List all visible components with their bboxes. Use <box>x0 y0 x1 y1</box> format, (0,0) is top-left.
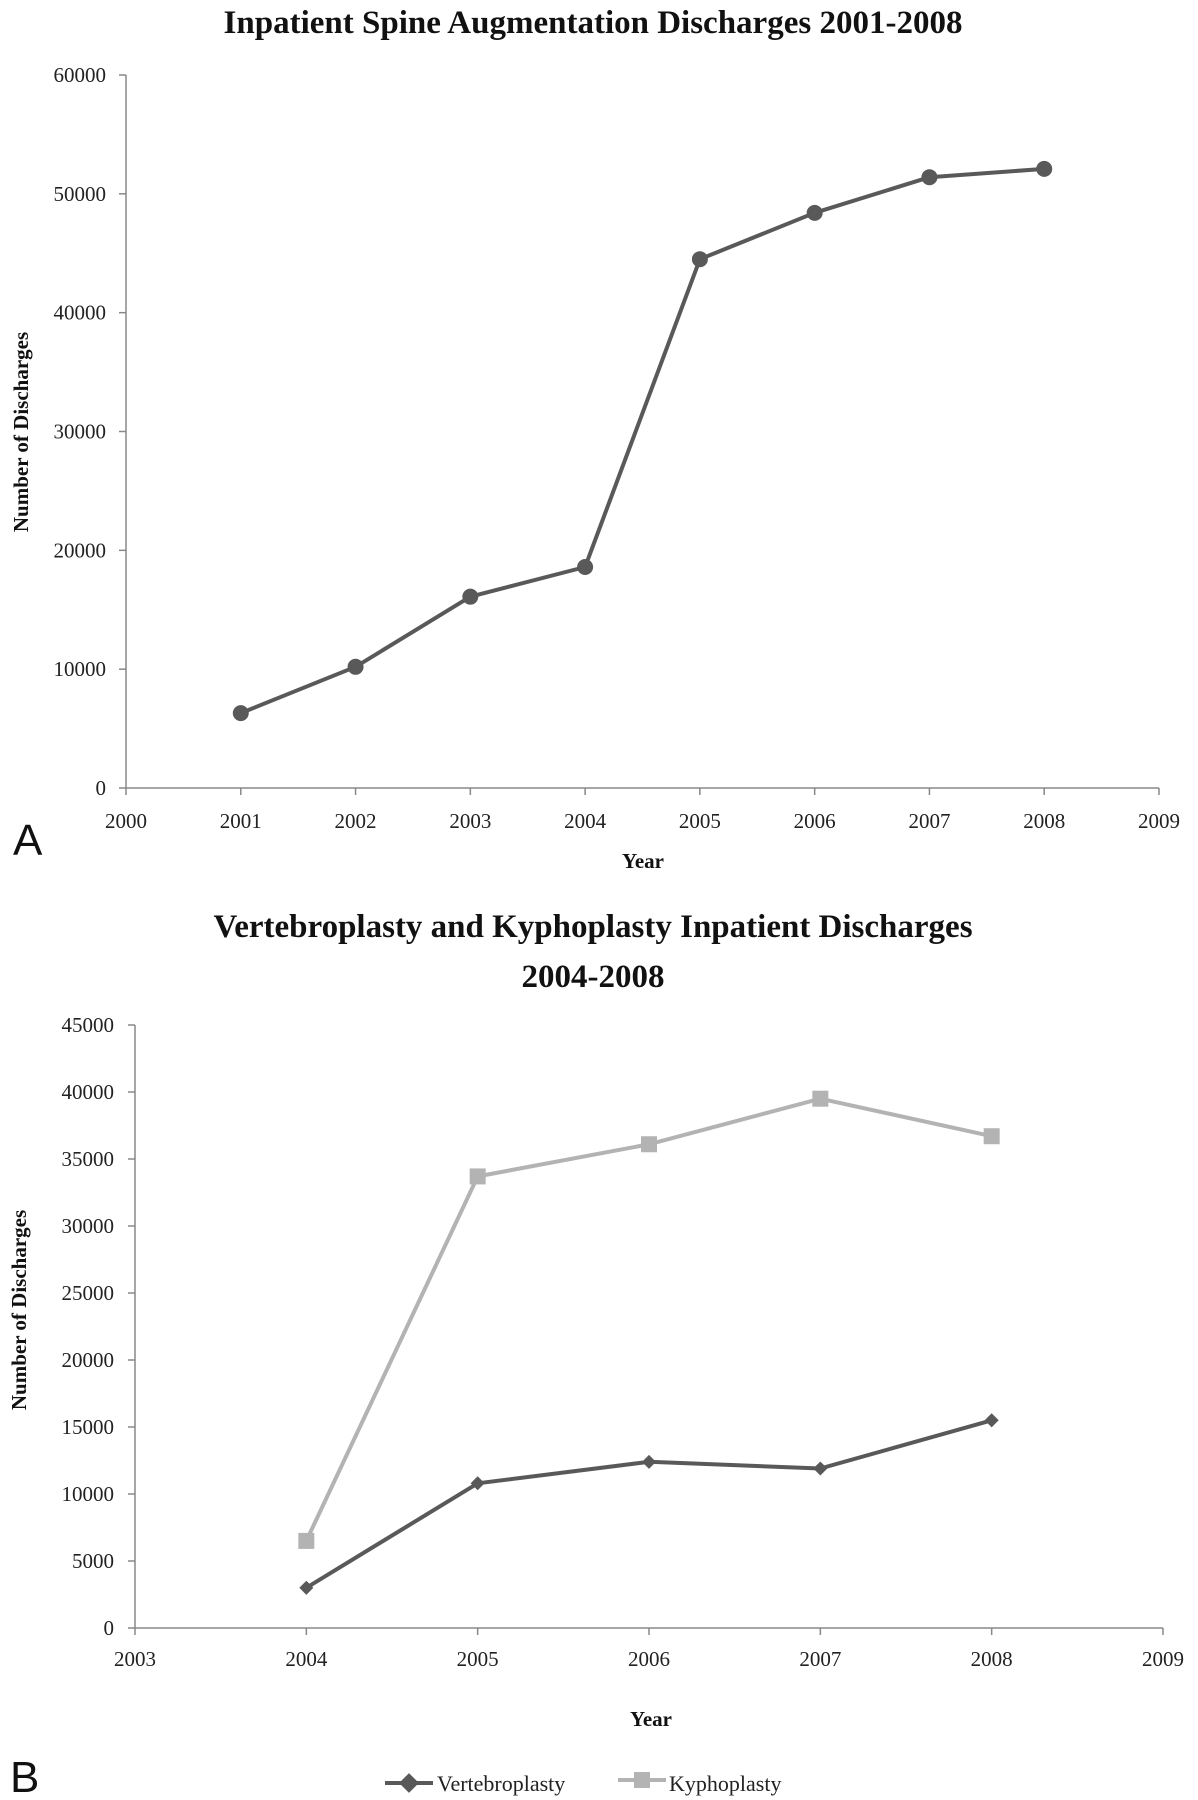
data-point-series-0 <box>806 204 823 221</box>
y-tick-label: 30000 <box>54 420 107 444</box>
x-tick-label: 2007 <box>799 1647 841 1671</box>
data-point-kyphoplasty <box>298 1532 315 1549</box>
y-tick-label: 15000 <box>62 1415 115 1439</box>
x-tick-label: 2006 <box>794 809 836 833</box>
data-point-kyphoplasty <box>983 1128 1000 1145</box>
x-tick-label: 2001 <box>220 809 262 833</box>
data-point-series-0 <box>691 251 708 268</box>
legend-vertebroplasty-label: Vertebroplasty <box>437 1771 565 1796</box>
chart-b: Vertebroplasty and Kyphoplasty Inpatient… <box>7 909 1184 1800</box>
data-point-kyphoplasty <box>641 1136 657 1153</box>
data-point-series-0 <box>462 588 479 605</box>
chart-b-xlabel: Year <box>630 1707 672 1731</box>
x-tick-label: 2002 <box>335 809 377 833</box>
legend-kyphoplasty-marker <box>634 1772 650 1788</box>
series-line-vertebroplasty <box>305 1418 993 1590</box>
y-tick-label: 60000 <box>54 63 107 87</box>
x-tick-label: 2007 <box>908 809 950 833</box>
y-tick-label: 50000 <box>54 182 107 206</box>
chart-b-axes: 0 5000 10000 15000 20000 25000 30000 35000 40000… <box>62 1013 1185 1671</box>
x-tick-label: 2009 <box>1142 1647 1184 1671</box>
chart-a-panel-label: A <box>13 816 43 865</box>
chart-b-legend: Vertebroplasty Kyphoplasty <box>385 1771 781 1796</box>
x-tick-label: 2005 <box>457 1647 499 1671</box>
data-point-vertebroplasty <box>470 1476 485 1491</box>
y-tick-label: 20000 <box>62 1348 115 1372</box>
x-tick-label: 2003 <box>114 1647 156 1671</box>
series-line-series-0 <box>240 166 1045 715</box>
y-tick-label: 0 <box>104 1616 115 1640</box>
data-point-kyphoplasty <box>469 1168 486 1185</box>
series-line-kyphoplasty <box>304 1096 993 1542</box>
x-tick-label: 2003 <box>449 809 491 833</box>
y-tick-label: 40000 <box>62 1080 115 1104</box>
legend-item-kyphoplasty: Kyphoplasty <box>618 1771 781 1796</box>
y-tick-label: 5000 <box>72 1549 114 1573</box>
chart-a: Inpatient Spine Augmentation Discharges … <box>9 5 1180 873</box>
y-tick-label: 0 <box>96 776 107 800</box>
chart-a-ylabel: Number of Discharges <box>9 332 33 532</box>
data-point-series-0 <box>1036 160 1053 177</box>
y-tick-label: 40000 <box>54 301 107 325</box>
y-tick-label: 30000 <box>62 1214 115 1238</box>
data-point-series-0 <box>577 558 594 575</box>
chart-a-marks <box>232 160 1053 722</box>
data-point-vertebroplasty <box>299 1580 314 1595</box>
y-tick-label: 10000 <box>62 1482 115 1506</box>
chart-b-ylabel: Number of Discharges <box>7 1210 31 1410</box>
chart-a-xlabel: Year <box>622 849 664 873</box>
chart-b-title-line-2: 2004-2008 <box>522 959 665 995</box>
chart-b-panel-label: B <box>10 1753 39 1800</box>
x-tick-label: 2008 <box>971 1647 1013 1671</box>
x-tick-label: 2000 <box>105 809 147 833</box>
chart-b-title-line-1: Vertebroplasty and Kyphoplasty Inpatient… <box>213 909 972 945</box>
y-tick-label: 25000 <box>62 1281 115 1305</box>
x-tick-label: 2008 <box>1023 809 1065 833</box>
data-point-series-0 <box>347 658 364 675</box>
chart-a-axes: 0 10000 20000 30000 40000 50000 60000 2000 2001 2… <box>54 63 1181 833</box>
x-tick-label: 2004 <box>285 1647 328 1671</box>
y-tick-label: 45000 <box>62 1013 115 1037</box>
legend-vertebroplasty-marker <box>399 1773 419 1793</box>
data-point-series-0 <box>921 169 938 186</box>
chart-a-title: Inpatient Spine Augmentation Discharges … <box>224 5 963 41</box>
chart-b-marks <box>298 1090 1000 1595</box>
data-point-vertebroplasty <box>984 1413 999 1428</box>
x-tick-label: 2006 <box>628 1647 670 1671</box>
x-tick-label: 2009 <box>1138 809 1180 833</box>
data-point-vertebroplasty <box>641 1454 657 1469</box>
data-point-series-0 <box>232 705 249 722</box>
data-point-kyphoplasty <box>812 1090 829 1107</box>
x-tick-label: 2004 <box>564 809 607 833</box>
legend-kyphoplasty-label: Kyphoplasty <box>669 1771 781 1796</box>
x-tick-label: 2005 <box>679 809 721 833</box>
y-tick-label: 35000 <box>62 1147 115 1171</box>
legend-item-vertebroplasty: Vertebroplasty <box>385 1771 565 1796</box>
y-tick-label: 20000 <box>54 538 107 562</box>
data-point-vertebroplasty <box>813 1461 828 1476</box>
y-tick-label: 10000 <box>54 657 107 681</box>
